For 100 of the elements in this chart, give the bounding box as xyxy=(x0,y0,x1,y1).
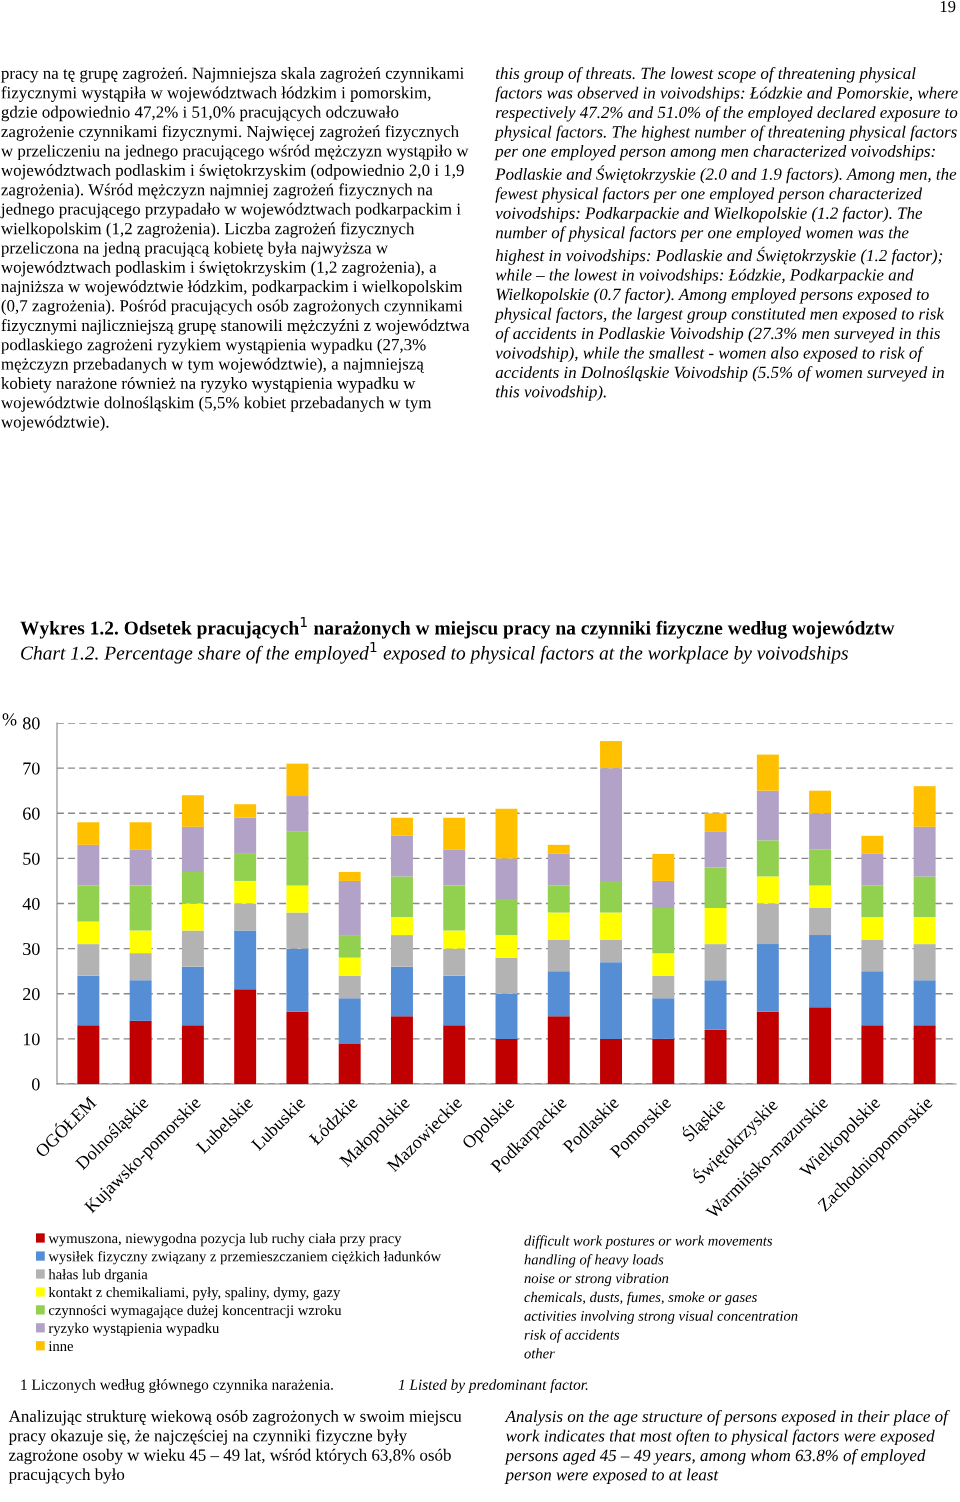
legend-label: inne xyxy=(48,1341,73,1352)
bar xyxy=(652,1038,675,1084)
bar xyxy=(913,826,936,877)
bar xyxy=(704,908,727,945)
bar xyxy=(181,826,204,872)
bar xyxy=(861,939,884,972)
bar xyxy=(756,876,779,904)
bar xyxy=(129,822,152,850)
text: 1 Liczonych według głównego czynnika narażenia. xyxy=(21,1379,333,1393)
bar xyxy=(286,795,309,832)
bar xyxy=(861,885,884,918)
bar xyxy=(861,835,884,854)
bar xyxy=(129,885,152,931)
bar xyxy=(547,912,570,940)
bar xyxy=(181,871,204,904)
bar xyxy=(129,930,152,954)
bar xyxy=(77,944,100,976)
bar xyxy=(704,831,727,868)
bar xyxy=(234,989,257,1084)
bar xyxy=(286,831,309,886)
bar xyxy=(861,853,884,886)
bar xyxy=(861,917,884,940)
bar xyxy=(390,935,413,967)
bar xyxy=(495,858,518,899)
bar xyxy=(286,763,309,796)
bar xyxy=(809,908,832,936)
legend-label: ryzyko wystąpienia wypadku xyxy=(48,1322,220,1337)
bar xyxy=(181,1025,204,1084)
bar xyxy=(77,822,100,845)
bar xyxy=(809,849,832,886)
y-tick-label: 80 xyxy=(22,717,40,730)
bar xyxy=(809,885,832,909)
bar xyxy=(129,953,152,981)
bar xyxy=(861,1025,884,1084)
text: chemicals, dusts, fumes, smoke or gases xyxy=(524,1291,757,1306)
bar xyxy=(652,998,675,1039)
bar xyxy=(547,971,570,1017)
bar xyxy=(547,844,570,854)
bar xyxy=(756,1011,779,1084)
bar xyxy=(234,930,257,990)
text: activities involving strong visual concentration xyxy=(524,1310,798,1324)
legend-label: wysiłek fizyczny związany z przemieszczaniem ciężkich ładunków xyxy=(48,1250,442,1265)
text: Analizując strukturę wiekową osób zagrożonych w swoim miejscu pracy okazuje się, że najczęściej na czynniki fizyczne były zagrożone osoby w wieku 45 – 49 lat, wśród których 63,8% osób pracujących było xyxy=(8,1410,462,1484)
bar xyxy=(338,935,361,958)
bar xyxy=(756,754,779,791)
bar xyxy=(913,786,936,827)
text: Analysis on the age structure of persons exposed in their place of work indicates that most often to physical factors were exposed persons aged 45 – 49 years, among whom 63.8% of employed person were exposed to at least xyxy=(504,1410,950,1484)
bar xyxy=(443,817,466,850)
y-tick-label: 10 xyxy=(23,1033,40,1046)
bar xyxy=(913,1025,936,1084)
text: other xyxy=(524,1348,555,1359)
bar xyxy=(181,930,204,967)
bar xyxy=(338,880,361,936)
chart-title: Wykres 1.2. Odsetek pracujących$^{1}$ narażonych w miejscu pracy na czynniki fizyczne według województw xyxy=(20,617,895,639)
bar xyxy=(443,930,466,949)
bar xyxy=(600,741,623,769)
y-tick-label: 30 xyxy=(23,942,40,956)
y-tick-label: 0 xyxy=(31,1078,40,1091)
bar xyxy=(390,876,413,918)
bar xyxy=(390,817,413,836)
bar xyxy=(652,953,675,976)
bar xyxy=(756,903,779,945)
bar xyxy=(286,1011,309,1084)
bar xyxy=(129,980,152,1021)
bar xyxy=(652,880,675,909)
text: difficult work postures or work movements xyxy=(524,1235,773,1249)
bar xyxy=(495,935,518,958)
bar xyxy=(809,790,832,814)
bar xyxy=(286,912,309,949)
bar xyxy=(652,908,675,954)
bar xyxy=(181,795,204,827)
chart-subtitle: Chart 1.2. Percentage share of the employed$^{1}$ exposed to physical factors at the workplace by voivodships xyxy=(21,642,848,664)
bar xyxy=(390,1016,413,1084)
bar xyxy=(234,853,257,881)
bar xyxy=(547,853,570,886)
bar xyxy=(390,966,413,1017)
text: handling of heavy loads xyxy=(524,1254,664,1268)
bar xyxy=(443,849,466,886)
y-tick-label: 20 xyxy=(23,988,40,1001)
text: 19 xyxy=(940,0,956,13)
bar xyxy=(77,1025,100,1084)
bar xyxy=(443,1025,466,1084)
legend-label: hałas lub drgania xyxy=(48,1269,148,1283)
bar xyxy=(338,871,361,881)
bar xyxy=(704,980,727,1030)
bar xyxy=(756,944,779,1012)
text: this group of threats. The lowest scope of threatening physical factors was observed in voivodships: Łódzkie and Pomorskie, where respectively 47.2% and 51.0% of the employed declared exposure to physical factors. The highest number of threatening physical factors per one employed person among men characterized voivodships: Podlaskie and Świętokrzyskie (2.0 and 1.9 factors). Among men, the fewest physical factors per one employed person characterized voivodships: Podkarpackie and Wielkopolskie (1.2 factor). The number of physical factors per one employed women was the highest in voivodships: Podlaskie and Świętokrzyskie (1.2 factor); while – the lowest in voivodships: Łódzkie, Podkarpackie and Wielkopolskie (0.7 factor). Among employed persons exposed to physical factors, the largest group constituted men exposed to risk of accidents in Podlaskie Voivodship (27.3% men surveyed in this voivodship), while the smallest - women also exposed to risk of accidents in Dolnośląskie Voivodship (5.5% of women surveyed in this voivodship). xyxy=(494,67,958,401)
bar xyxy=(495,1038,518,1084)
legend-label: wymuszona, niewygodna pozycja lub ruchy ciała przy pracy xyxy=(48,1233,402,1247)
bar xyxy=(547,939,570,972)
bar xyxy=(809,935,832,1008)
bar xyxy=(861,971,884,1026)
bar xyxy=(756,840,779,877)
bar xyxy=(495,808,518,859)
bar xyxy=(338,975,361,999)
bar xyxy=(77,921,100,945)
bar xyxy=(181,966,204,1026)
bar xyxy=(913,917,936,945)
bar xyxy=(234,817,257,854)
bar xyxy=(600,962,623,1039)
